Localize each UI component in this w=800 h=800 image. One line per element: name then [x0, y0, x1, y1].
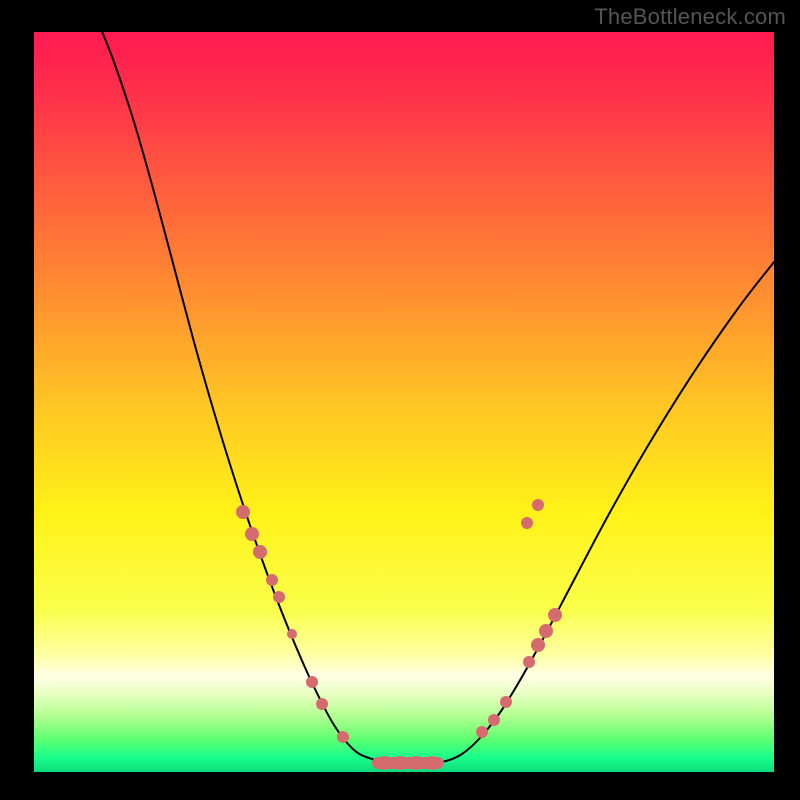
data-marker — [425, 756, 439, 770]
data-marker — [306, 676, 318, 688]
data-marker — [393, 756, 407, 770]
data-marker — [236, 505, 250, 519]
data-marker — [488, 714, 500, 726]
data-marker — [337, 731, 349, 743]
data-marker — [253, 545, 267, 559]
data-marker — [531, 638, 545, 652]
chart-overlay — [34, 32, 774, 772]
data-marker — [266, 574, 278, 586]
data-marker — [273, 591, 285, 603]
data-marker — [377, 756, 391, 770]
data-marker — [409, 756, 423, 770]
data-marker — [500, 696, 512, 708]
data-markers-group — [236, 499, 562, 770]
data-marker — [245, 527, 259, 541]
data-marker — [532, 499, 544, 511]
watermark-text: TheBottleneck.com — [594, 4, 786, 30]
data-marker — [521, 517, 533, 529]
data-marker — [476, 726, 488, 738]
data-marker — [548, 608, 562, 622]
v-curve-line — [98, 22, 774, 763]
data-marker — [316, 698, 328, 710]
data-marker — [287, 629, 297, 639]
data-marker — [523, 656, 535, 668]
chart-area — [34, 32, 774, 772]
data-marker — [539, 624, 553, 638]
